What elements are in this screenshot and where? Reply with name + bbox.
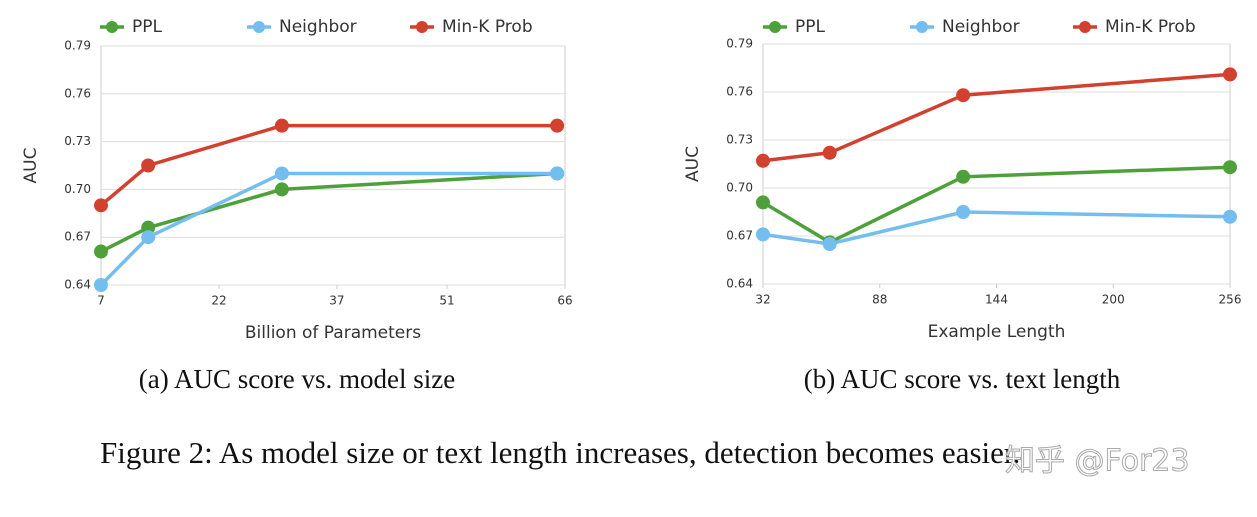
x-tick-label: 51 — [439, 294, 454, 308]
y-tick-label: 0.70 — [64, 182, 91, 196]
legend-label: Min-K Prob — [1105, 17, 1196, 37]
x-axis-label: Billion of Parameters — [245, 323, 421, 343]
data-point — [956, 169, 971, 184]
legend-label: PPL — [132, 17, 163, 37]
x-axis-label: Example Length — [928, 322, 1066, 342]
data-point — [274, 166, 289, 181]
x-tick-label: 66 — [557, 294, 572, 308]
legend-label: Neighbor — [942, 17, 1020, 37]
data-point — [822, 145, 837, 160]
legend-label: Neighbor — [279, 17, 357, 37]
chart-caption: (b) AUC score vs. text length — [804, 364, 1121, 394]
x-tick-label: 7 — [97, 294, 105, 308]
figure-caption: Figure 2: As model size or text length i… — [100, 435, 1020, 470]
data-point — [94, 198, 108, 213]
data-point — [956, 88, 971, 103]
legend-marker — [253, 21, 265, 33]
data-point — [1223, 67, 1237, 82]
x-tick-label: 32 — [755, 293, 770, 307]
y-tick-label: 0.67 — [726, 229, 753, 243]
data-point — [550, 118, 565, 133]
y-tick-label: 0.73 — [726, 133, 753, 147]
x-tick-label: 88 — [872, 293, 887, 307]
legend-marker — [916, 21, 928, 33]
data-point — [274, 118, 289, 133]
data-point — [956, 205, 971, 219]
legend-label: PPL — [795, 17, 826, 37]
y-tick-label: 0.79 — [64, 39, 91, 53]
y-tick-label: 0.79 — [726, 37, 753, 51]
legend-marker — [1079, 21, 1091, 33]
y-axis-label: AUC — [21, 148, 41, 184]
plot-frame — [100, 45, 566, 286]
data-point — [756, 227, 770, 242]
series-line — [762, 72, 1231, 163]
data-point — [94, 244, 108, 259]
data-point — [1223, 209, 1237, 224]
y-tick-label: 0.76 — [64, 86, 91, 100]
series-line — [100, 171, 558, 254]
watermark: 知乎 @For23 — [1005, 444, 1190, 479]
y-axis-label: AUC — [683, 146, 703, 182]
x-tick-label: 200 — [1102, 293, 1125, 307]
y-tick-label: 0.67 — [64, 230, 91, 244]
y-tick-label: 0.70 — [726, 181, 753, 195]
y-tick-label: 0.64 — [726, 277, 753, 291]
series-line — [762, 165, 1231, 245]
y-tick-label: 0.76 — [726, 85, 753, 99]
x-tick-label: 22 — [211, 294, 226, 308]
series-line — [762, 210, 1231, 246]
legend-marker — [416, 21, 428, 33]
data-point — [756, 195, 770, 210]
data-point — [822, 237, 837, 251]
data-point — [141, 158, 156, 173]
data-point — [756, 153, 770, 168]
data-point — [1223, 160, 1237, 175]
x-tick-label: 144 — [985, 293, 1008, 307]
x-tick-label: 37 — [329, 294, 344, 308]
data-point — [274, 182, 289, 197]
y-tick-label: 0.64 — [64, 278, 91, 292]
legend-marker — [769, 21, 781, 33]
data-point — [550, 166, 565, 181]
legend-label: Min-K Prob — [442, 17, 533, 37]
x-tick-label: 256 — [1219, 293, 1242, 307]
data-point — [141, 230, 156, 245]
legend-marker — [106, 21, 118, 33]
chart-caption: (a) AUC score vs. model size — [139, 364, 455, 394]
series-line — [99, 123, 558, 207]
y-tick-label: 0.73 — [64, 134, 91, 148]
series-line — [99, 171, 558, 287]
data-point — [94, 278, 108, 292]
